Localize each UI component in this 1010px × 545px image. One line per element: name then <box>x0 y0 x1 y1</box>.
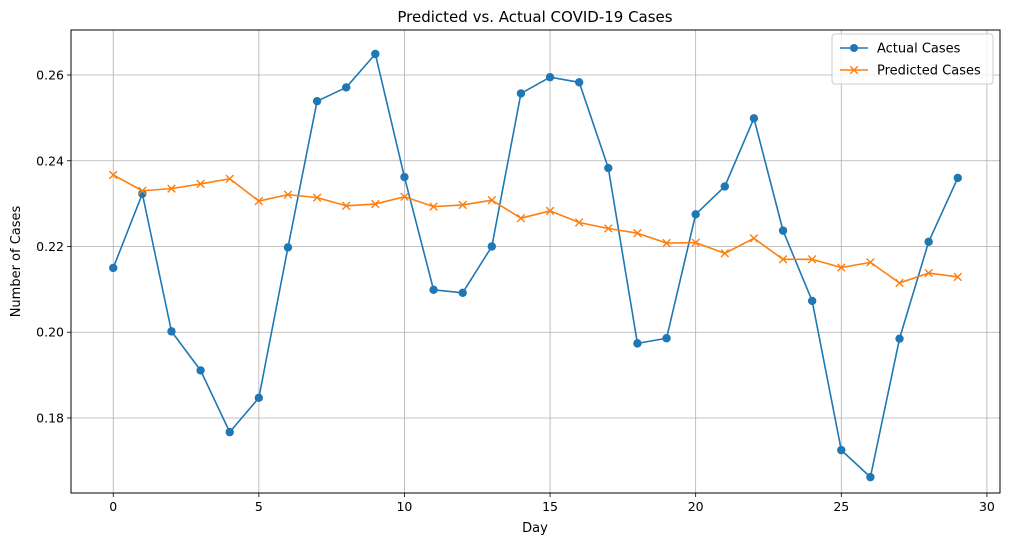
y-tick-label: 0.24 <box>36 153 64 168</box>
data-point <box>545 206 555 216</box>
data-point <box>312 193 322 202</box>
data-point <box>574 218 584 227</box>
data-point <box>371 49 380 59</box>
data-point <box>574 78 584 87</box>
y-tick-label: 0.18 <box>36 410 64 425</box>
series-line <box>112 53 959 478</box>
data-point <box>691 238 700 247</box>
data-point <box>866 472 875 482</box>
data-point <box>458 288 467 297</box>
data-point <box>196 366 205 375</box>
data-point <box>895 278 904 288</box>
x-axis: 0 5 10 15 20 25 30 <box>109 493 995 514</box>
legend-marker-actual <box>850 44 858 52</box>
data-point <box>866 258 875 267</box>
data-point <box>778 255 788 264</box>
data-point <box>924 237 933 246</box>
data-point <box>458 200 467 210</box>
data-point <box>371 199 380 209</box>
x-tick-label: 20 <box>688 499 704 514</box>
data-point <box>836 263 846 272</box>
y-tick-label: 0.22 <box>36 239 64 254</box>
data-point <box>109 263 118 273</box>
data-point <box>749 234 759 243</box>
data-point <box>807 255 817 264</box>
x-tick-label: 30 <box>979 499 995 514</box>
x-tick-label: 5 <box>255 499 263 514</box>
data-point <box>225 427 234 437</box>
data-point <box>837 445 846 455</box>
data-point <box>778 226 788 235</box>
data-point <box>487 242 497 251</box>
data-point <box>662 334 671 343</box>
series-predicted <box>108 170 963 288</box>
data-point <box>924 268 933 278</box>
data-point <box>662 238 671 248</box>
data-point <box>604 224 613 233</box>
data-point <box>895 334 904 343</box>
data-point <box>108 170 118 180</box>
data-point <box>691 210 700 219</box>
data-point <box>545 72 555 82</box>
data-point <box>953 272 963 282</box>
data-point <box>807 296 817 306</box>
chart-title: Predicted vs. Actual COVID-19 Cases <box>397 8 672 26</box>
legend: Actual Cases Predicted Cases <box>831 33 994 85</box>
x-tick-label: 0 <box>109 499 117 514</box>
data-point <box>312 96 322 106</box>
legend-x-marker <box>849 65 859 75</box>
data-point <box>341 201 351 211</box>
series-line <box>112 174 958 284</box>
data-point <box>720 182 729 191</box>
plot-frame <box>70 29 1001 494</box>
data-point <box>138 189 147 198</box>
series-actual <box>109 49 962 482</box>
data-point <box>283 243 293 252</box>
y-axis: 0.18 0.20 0.22 0.24 0.26 <box>36 68 71 425</box>
x-tick-label: 25 <box>833 499 849 514</box>
data-point <box>633 228 642 238</box>
y-tick-label: 0.26 <box>36 68 64 83</box>
legend-label-predicted: Predicted Cases <box>877 64 981 79</box>
data-point <box>953 173 962 183</box>
y-axis-label: Number of Cases <box>9 205 24 317</box>
data-point <box>225 174 235 184</box>
data-point <box>516 89 526 98</box>
data-point <box>254 393 264 403</box>
x-tick-label: 10 <box>396 499 412 514</box>
data-point <box>283 190 293 199</box>
data-point <box>429 285 438 294</box>
y-tick-label: 0.20 <box>36 325 64 340</box>
data-point <box>400 192 409 202</box>
grid <box>71 30 1000 493</box>
x-tick-label: 15 <box>542 499 558 514</box>
data-point <box>342 83 351 92</box>
data-point <box>254 196 264 206</box>
data-point <box>749 114 759 123</box>
data-point <box>138 186 147 196</box>
data-point <box>167 327 176 336</box>
data-point <box>196 179 205 189</box>
legend-box <box>831 33 994 85</box>
data-point <box>720 249 730 258</box>
series-layer <box>108 49 963 482</box>
data-point <box>429 202 438 211</box>
legend-label-actual: Actual Cases <box>877 42 961 57</box>
data-point <box>516 213 526 223</box>
data-point <box>633 339 642 348</box>
legend-marker-predicted <box>849 65 859 75</box>
data-point <box>604 163 613 173</box>
x-axis-label: Day <box>522 521 548 536</box>
data-point <box>400 172 409 182</box>
data-point <box>167 184 176 193</box>
data-point <box>487 195 497 205</box>
